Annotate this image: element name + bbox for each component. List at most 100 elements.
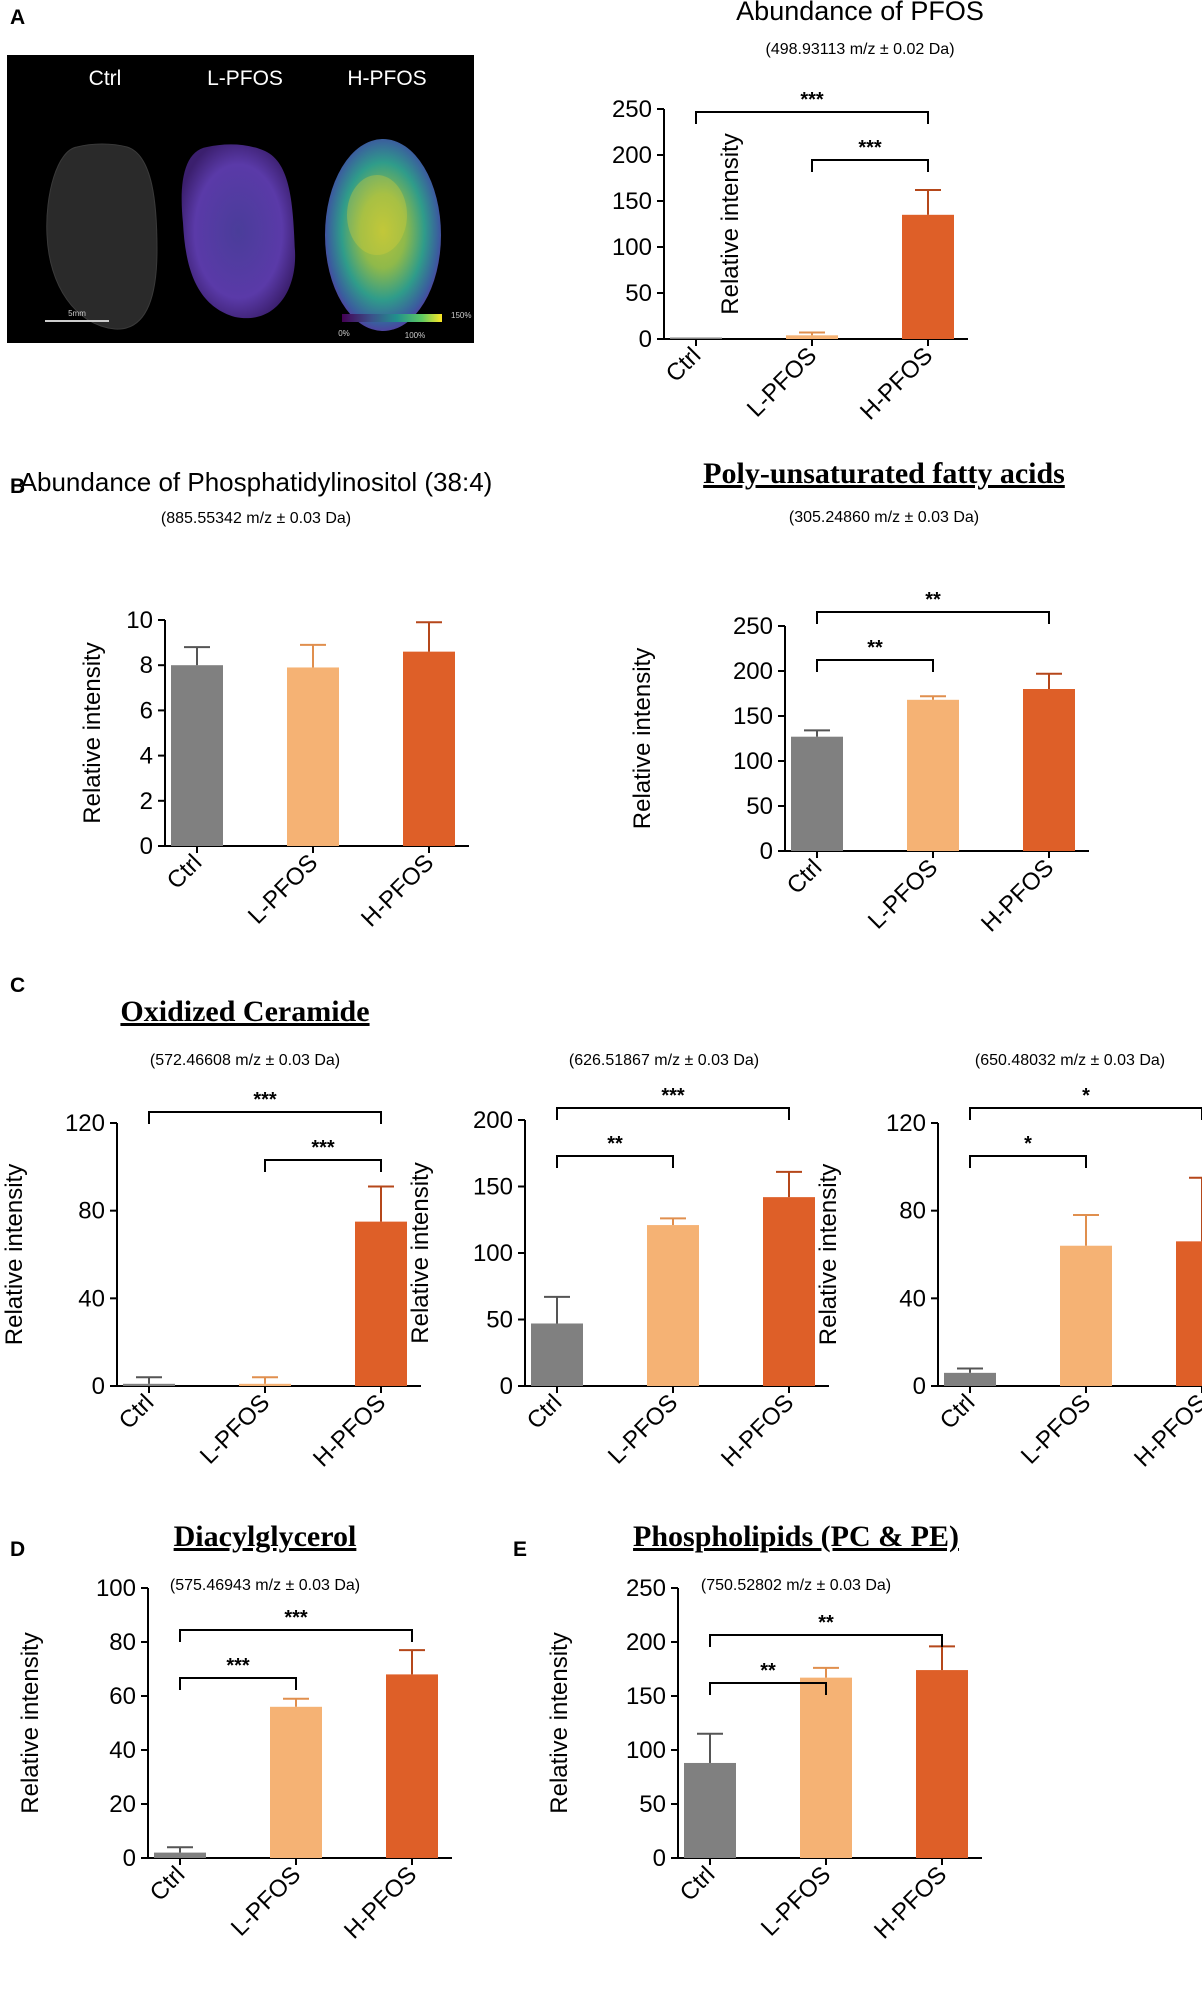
significance-bracket (816, 659, 934, 672)
significance-bracket (969, 1107, 1202, 1120)
significance-label: *** (253, 1089, 277, 1111)
significance-label: *** (661, 1085, 685, 1107)
chart-subtitle: (650.48032 m/z ± 0.03 Da) (975, 1052, 1165, 1069)
significance-label: ** (867, 637, 883, 659)
x-tick-label: L-PFOS (243, 849, 323, 929)
significance-label: *** (226, 1655, 250, 1677)
bar-l-pfos (647, 1225, 699, 1386)
bar-ctrl (791, 736, 843, 851)
x-tick-label: H-PFOS (308, 1389, 391, 1472)
y-tick-label: 8 (140, 652, 153, 679)
bar-ctrl (944, 1372, 996, 1386)
x-tick-label: L-PFOS (1016, 1389, 1096, 1469)
significance-bracket (709, 1682, 827, 1695)
significance-label: * (1024, 1133, 1032, 1155)
colorbar-label-min: 0% (338, 329, 350, 338)
y-tick-label: 0 (92, 1373, 105, 1400)
imaging-label-h-pfos: H-PFOS (347, 67, 426, 90)
tissue-sections: Ctrl L-PFOS H-PFOS 5mm 0% 100% 150% (45, 67, 471, 340)
y-tick-label: 50 (486, 1307, 513, 1334)
imaging-label-l-pfos: L-PFOS (207, 67, 283, 90)
bar-l-pfos (239, 1383, 291, 1386)
significance-label: *** (284, 1607, 308, 1629)
y-tick-label: 50 (746, 793, 773, 820)
ctrl-tissue (46, 143, 158, 330)
y-tick-label: 2 (140, 788, 153, 815)
bar-h-pfos (902, 214, 954, 339)
y-tick-label: 0 (500, 1373, 513, 1400)
bar-ctrl (531, 1323, 583, 1386)
x-tick-label: Ctrl (935, 1389, 980, 1434)
chart-e: Phospholipids (PC & PE) (750.52802 m/z ± … (546, 1520, 982, 1944)
chart-title: Diacylglycerol (174, 1520, 357, 1553)
bar-h-pfos (355, 1221, 407, 1386)
chart-subtitle: (885.55342 m/z ± 0.03 Da) (161, 510, 351, 527)
y-axis-label: Relative intensity (1, 1164, 28, 1345)
y-tick-label: 200 (612, 142, 652, 169)
imaging-panel: Ctrl L-PFOS H-PFOS 5mm 0% 100% 150% (7, 55, 474, 343)
chart-subtitle: (305.24860 m/z ± 0.03 Da) (789, 509, 979, 526)
y-tick-label: 250 (612, 96, 652, 123)
y-axis-label: Relative intensity (629, 648, 656, 829)
y-tick-label: 100 (96, 1575, 136, 1602)
x-tick-label: Ctrl (145, 1861, 190, 1906)
significance-bracket (148, 1111, 382, 1124)
y-tick-label: 120 (886, 1110, 926, 1137)
chart-subtitle: (572.46608 m/z ± 0.03 Da) (150, 1052, 340, 1069)
significance-bracket (969, 1155, 1087, 1168)
bar-l-pfos (786, 335, 838, 339)
panel-letter-a: A (10, 6, 25, 29)
colorbar-label-mid: 100% (405, 331, 425, 340)
y-tick-label: 0 (760, 838, 773, 865)
x-tick-label: Ctrl (114, 1389, 159, 1434)
y-tick-label: 0 (140, 833, 153, 860)
h-pfos-hotspot (347, 175, 407, 255)
l-pfos-tissue (181, 144, 296, 319)
y-tick-label: 0 (913, 1373, 926, 1400)
significance-label: *** (800, 89, 824, 111)
bar-h-pfos (1023, 689, 1075, 851)
y-tick-label: 150 (733, 703, 773, 730)
y-tick-label: 120 (65, 1110, 105, 1137)
chart-c3: (650.48032 m/z ± 0.03 Da) 0 40 80 120 Relativ… (815, 1052, 1202, 1472)
y-tick-label: 0 (639, 326, 652, 353)
chart-subtitle: (626.51867 m/z ± 0.03 Da) (569, 1052, 759, 1069)
panel-letter-c: C (10, 974, 25, 997)
y-tick-label: 250 (626, 1575, 666, 1602)
chart-title: Abundance of PFOS (736, 0, 984, 26)
bar-h-pfos (763, 1197, 815, 1386)
x-tick-label: H-PFOS (356, 849, 439, 932)
significance-label: ** (818, 1612, 834, 1634)
chart-subtitle: (575.46943 m/z ± 0.03 Da) (170, 1577, 360, 1594)
y-tick-label: 80 (109, 1629, 136, 1656)
x-tick-label: Ctrl (661, 342, 706, 387)
significance-label: *** (311, 1137, 335, 1159)
bar-ctrl (670, 337, 722, 339)
y-tick-label: 100 (733, 748, 773, 775)
bar-h-pfos (386, 1674, 438, 1858)
significance-bracket (816, 611, 1050, 624)
x-tick-label: H-PFOS (716, 1389, 799, 1472)
y-tick-label: 200 (473, 1107, 513, 1134)
chart-a: Abundance of PFOS (498.93113 m/z ± 0.02 D… (612, 0, 984, 425)
x-tick-label: Ctrl (782, 854, 827, 899)
y-tick-label: 6 (140, 697, 153, 724)
y-axis-label: Relative intensity (717, 133, 744, 314)
significance-bracket (264, 1159, 382, 1172)
bar-l-pfos (270, 1706, 322, 1858)
y-tick-label: 60 (109, 1683, 136, 1710)
x-tick-label: L-PFOS (742, 342, 822, 422)
y-tick-label: 0 (653, 1845, 666, 1872)
panel-letter-d: D (10, 1538, 25, 1561)
y-axis-label: Relative intensity (17, 1632, 44, 1813)
bar-ctrl (171, 665, 223, 846)
y-tick-label: 0 (123, 1845, 136, 1872)
chart-c1: Oxidized Ceramide (572.46608 m/z ± 0.03 D… (1, 995, 421, 1472)
significance-label: ** (760, 1660, 776, 1682)
x-tick-label: L-PFOS (756, 1861, 836, 1941)
significance-label: ** (925, 589, 941, 611)
bar-ctrl (154, 1852, 206, 1858)
y-axis-label: Relative intensity (79, 642, 106, 823)
scale-bar-label: 5mm (68, 309, 86, 318)
